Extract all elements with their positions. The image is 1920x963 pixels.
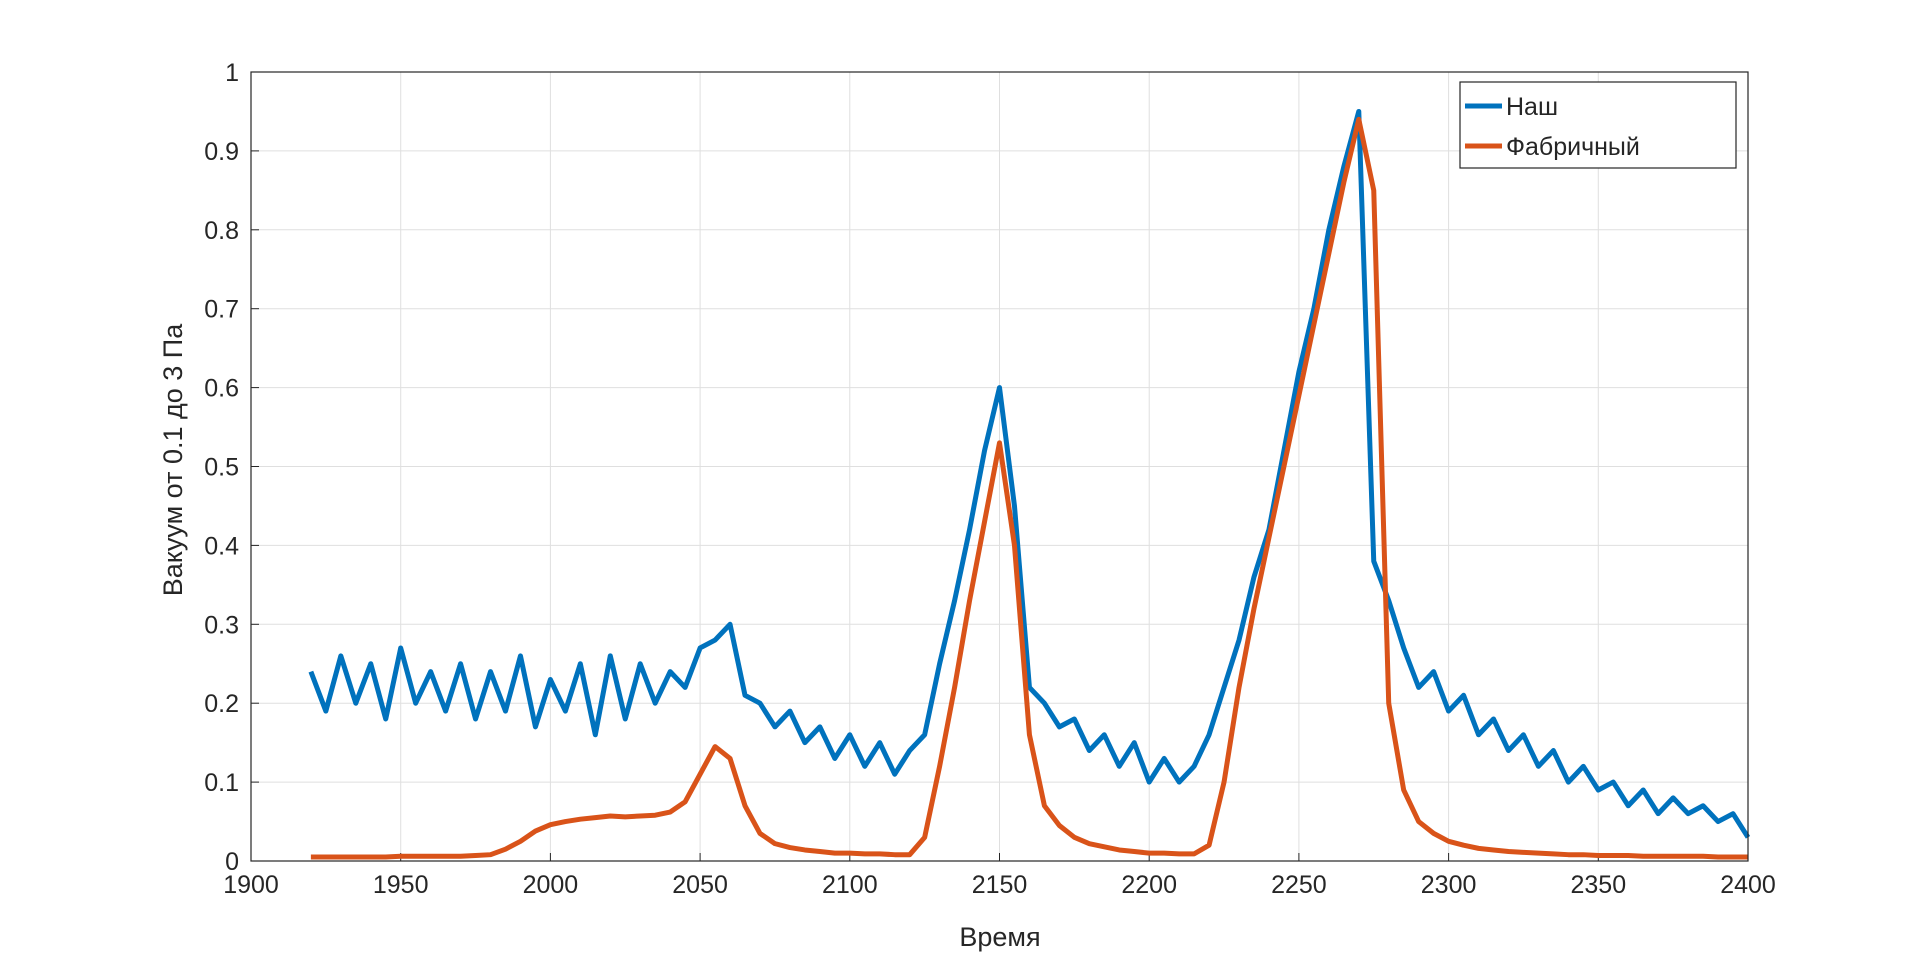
data-line <box>310 116 1748 860</box>
legend-label: Наш <box>1506 93 1558 121</box>
x-tick-label: 2350 <box>1570 871 1626 899</box>
x-tick-label: 2000 <box>523 871 579 899</box>
y-tick-label: 0.3 <box>204 611 239 639</box>
y-tick-label: 0.5 <box>204 454 239 482</box>
axes-box <box>250 71 1749 862</box>
x-tick-label: 2150 <box>972 871 1028 899</box>
y-tick-label: 0 <box>225 848 239 876</box>
x-tick-label: 2200 <box>1121 871 1177 899</box>
x-tick-label: 2050 <box>672 871 728 899</box>
y-tick-label: 0.8 <box>204 217 239 245</box>
y-tick-label: 0.6 <box>204 375 239 403</box>
y-tick-label: 0.1 <box>204 769 239 797</box>
x-tick-label: 1900 <box>223 871 279 899</box>
x-axis-label: Время <box>959 922 1040 952</box>
y-tick-label: 0.9 <box>204 138 239 166</box>
x-tick-label: 2400 <box>1720 871 1776 899</box>
legend-label: Фабричный <box>1506 133 1640 161</box>
x-tick-label: 2300 <box>1421 871 1477 899</box>
y-axis-label: Вакуум от 0.1 до 3 Па <box>158 323 188 596</box>
x-tick-label: 2250 <box>1271 871 1327 899</box>
x-tick-label: 1950 <box>373 871 429 899</box>
x-tick-label: 2100 <box>822 871 878 899</box>
y-tick-label: 1 <box>225 59 239 87</box>
y-tick-label: 0.4 <box>204 532 239 560</box>
legend-box <box>1459 81 1737 169</box>
y-tick-label: 0.2 <box>204 690 239 718</box>
y-tick-label: 0.7 <box>204 296 239 324</box>
data-line <box>308 108 1751 839</box>
legend: Наш Фабричный <box>1459 81 1737 169</box>
